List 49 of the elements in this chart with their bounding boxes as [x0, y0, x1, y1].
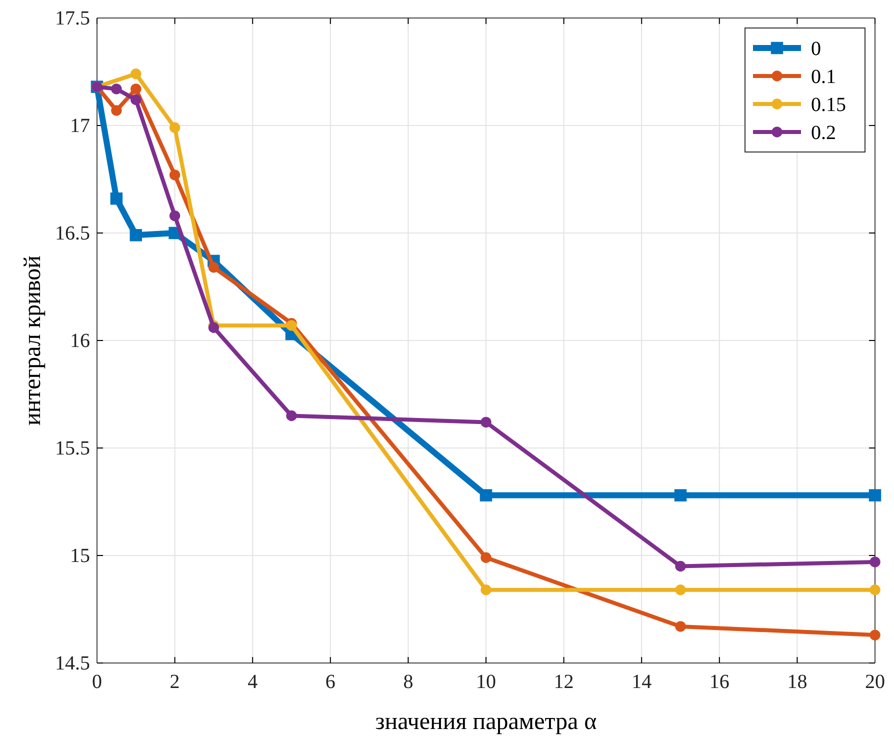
point — [480, 584, 492, 596]
legend-label: 0.1 — [811, 66, 836, 88]
point — [480, 489, 492, 502]
point — [169, 122, 180, 133]
point — [480, 552, 492, 563]
point — [208, 262, 220, 273]
point — [130, 68, 142, 80]
point — [286, 320, 297, 331]
x-tick-label: 6 — [325, 671, 336, 693]
legend-label: 0.15 — [811, 94, 846, 116]
point — [286, 410, 297, 422]
x-tick-label: 10 — [476, 671, 496, 693]
x-tick-label: 14 — [632, 671, 652, 693]
y-axis-title: интеграл кривой — [20, 255, 46, 426]
x-tick-label: 4 — [248, 671, 258, 693]
x-tick-label: 8 — [403, 671, 414, 693]
y-tick-label: 16 — [70, 330, 90, 352]
point — [675, 584, 686, 596]
x-tick-label: 20 — [865, 671, 885, 693]
point — [111, 84, 122, 94]
point — [870, 584, 880, 596]
y-tick-label: 17 — [70, 114, 90, 137]
point — [868, 489, 882, 502]
point — [870, 556, 880, 568]
point — [110, 192, 123, 205]
x-tick-label: 2 — [170, 671, 180, 693]
y-tick-label: 14.5 — [55, 652, 90, 674]
point — [674, 489, 687, 502]
x-tick-label: 0 — [92, 671, 102, 693]
point — [169, 170, 180, 180]
point — [111, 105, 122, 116]
point — [480, 416, 492, 428]
x-axis-title: значения параметра α — [375, 709, 598, 735]
y-tick-label: 17.5 — [55, 7, 90, 30]
point — [130, 229, 142, 242]
y-tick-label: 16.5 — [55, 222, 90, 244]
y-tick-label: 15.5 — [55, 437, 90, 460]
x-tick-label: 18 — [787, 671, 808, 693]
x-tick-label: 12 — [554, 671, 574, 693]
y-tick-label: 15 — [70, 544, 90, 567]
legend-label: 0.2 — [811, 122, 836, 144]
point — [870, 630, 880, 640]
legend-label: 0 — [811, 38, 821, 60]
x-tick-label: 16 — [709, 671, 730, 693]
point — [675, 621, 686, 632]
point — [169, 210, 180, 222]
point — [130, 94, 142, 106]
point — [130, 84, 142, 94]
point — [675, 560, 686, 572]
